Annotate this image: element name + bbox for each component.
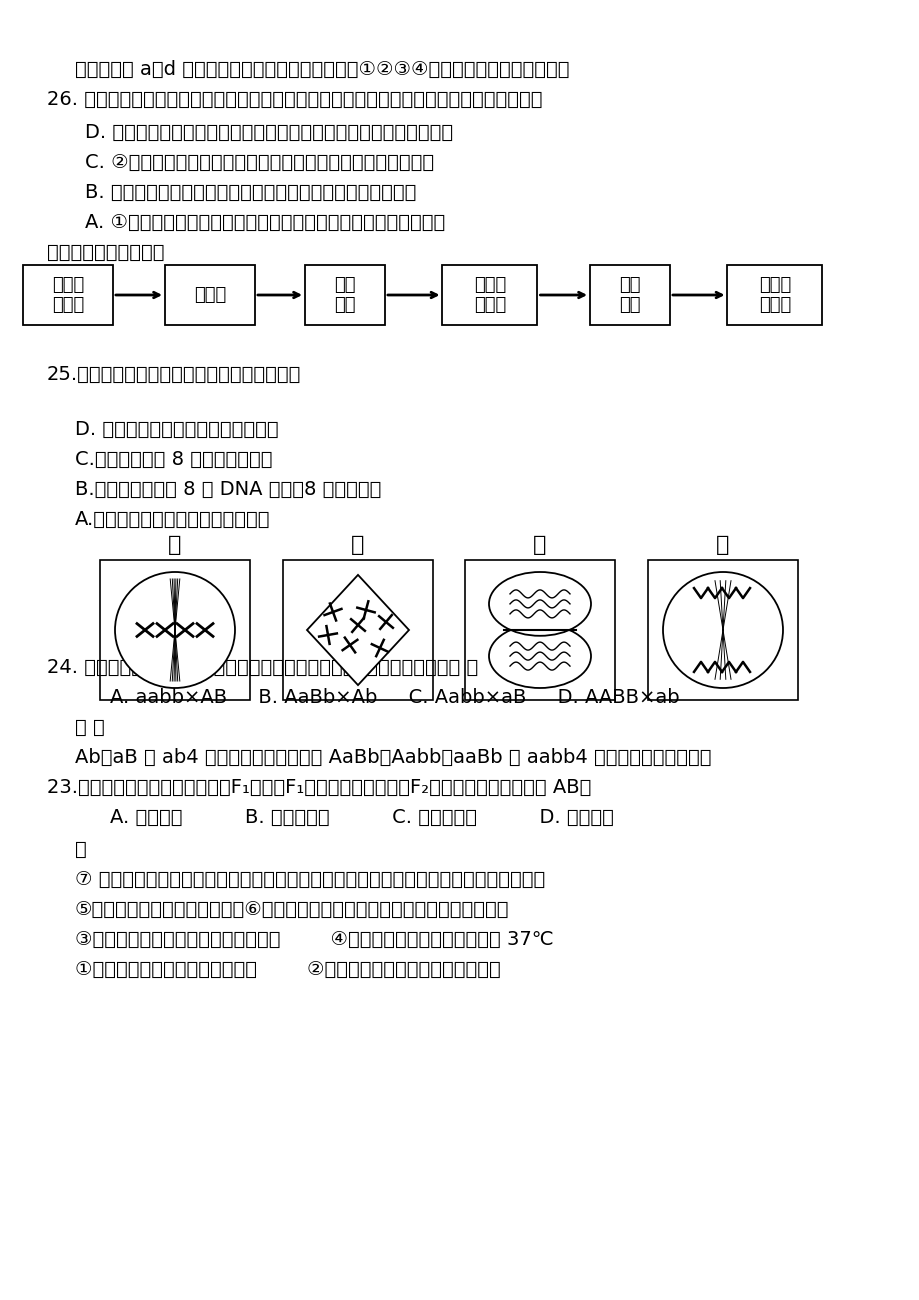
Bar bbox=[647, 560, 797, 699]
Text: ⑤有氧呼吸一定在线粒体中进行⑥与双缩脿试剂发生紫色反应的物质一定是蛋白质: ⑤有氧呼吸一定在线粒体中进行⑥与双缩脿试剂发生紫色反应的物质一定是蛋白质 bbox=[75, 900, 509, 919]
Ellipse shape bbox=[663, 572, 782, 688]
Text: 凋亡评
导因子: 凋亡评 导因子 bbox=[51, 276, 84, 315]
Text: 点，推测出 a～d 四个现象，并提出相应的推测理由①②③④，请选出推测现象和理由均: 点，推测出 a～d 四个现象，并提出相应的推测理由①②③④，请选出推测现象和理由… bbox=[75, 60, 569, 79]
Text: 26. 有人做过这样的实验：把变形虫的核从其体内取出，观察无核变形虫中的一系列变化的特: 26. 有人做过这样的实验：把变形虫的核从其体内取出，观察无核变形虫中的一系列变… bbox=[47, 90, 542, 109]
Bar bbox=[442, 265, 537, 325]
Ellipse shape bbox=[489, 572, 590, 636]
Bar bbox=[23, 265, 113, 325]
Text: A. 全部正确          B. 有一个正确          C. 有三个正确          D. 全都不对: A. 全部正确 B. 有一个正确 C. 有三个正确 D. 全都不对 bbox=[110, 809, 613, 827]
Text: 凋亡
信号: 凋亡 信号 bbox=[334, 276, 356, 315]
Text: C.丁期细胞内有 8 条姐妹染色单体: C.丁期细胞内有 8 条姐妹染色单体 bbox=[75, 450, 272, 469]
Text: 糖: 糖 bbox=[75, 840, 86, 859]
Text: 丙: 丙 bbox=[533, 536, 546, 555]
Text: Ab、aB 和 ab4 种，雌蜂的基因型共的 AaBb、Aabb、aaBb 和 aabb4 种，则亲代的基因型是: Ab、aB 和 ab4 种，雌蜂的基因型共的 AaBb、Aabb、aaBb 和 … bbox=[75, 747, 710, 767]
Text: 凋亡相
关基因: 凋亡相 关基因 bbox=[473, 276, 505, 315]
Text: A.乙期与丁期细胞内染色体含量相等: A.乙期与丁期细胞内染色体含量相等 bbox=[75, 510, 270, 529]
Text: ⑦ 用斐林试剂检验某植物组织样液，水浴加热后出现砖红色，说明该样液中一定含有葡萄: ⑦ 用斐林试剂检验某植物组织样液，水浴加热后出现砖红色，说明该样液中一定含有葡萄 bbox=[75, 870, 545, 889]
Text: （ ）: （ ） bbox=[75, 718, 105, 737]
Text: 据图分析，不正确的是: 据图分析，不正确的是 bbox=[47, 243, 165, 263]
Bar bbox=[283, 560, 433, 699]
Text: B. 细胞凋亡过程中有新蛋白质合成，体现了基因的选择性表达: B. 细胞凋亡过程中有新蛋白质合成，体现了基因的选择性表达 bbox=[85, 183, 416, 202]
Polygon shape bbox=[307, 575, 409, 685]
Text: 细胞
凋亡: 细胞 凋亡 bbox=[618, 276, 640, 315]
Text: ③没有细胞结构的生物一定是原核生物        ④酶催化作用的最适温度一定是 37℃: ③没有细胞结构的生物一定是原核生物 ④酶催化作用的最适温度一定是 37℃ bbox=[75, 930, 553, 949]
Text: 25.下面为动物机体的细胞凋亡及清除示意图。: 25.下面为动物机体的细胞凋亡及清除示意图。 bbox=[47, 365, 301, 383]
Bar bbox=[464, 560, 614, 699]
Text: 丁: 丁 bbox=[716, 536, 729, 555]
Text: D. 凋亡相关基因是机体固有的，在动物生长发育过程中发挥重要作用: D. 凋亡相关基因是机体固有的，在动物生长发育过程中发挥重要作用 bbox=[85, 124, 453, 142]
Text: 甲: 甲 bbox=[168, 536, 181, 555]
Text: D. 细胞分裂的顺序为丙、乙、甲、丁: D. 细胞分裂的顺序为丙、乙、甲、丁 bbox=[75, 420, 278, 439]
Bar bbox=[305, 265, 384, 325]
Text: 24. 下图是植物有丝分裂过程中染色体形态示意图，分析以下叙述正确的是（ ）: 24. 下图是植物有丝分裂过程中染色体形态示意图，分析以下叙述正确的是（ ） bbox=[47, 658, 478, 677]
Text: C. ②过程中凋亡细胞被吞噬，表明细胞凋亡是细胞被动死亡过程: C. ②过程中凋亡细胞被吞噬，表明细胞凋亡是细胞被动死亡过程 bbox=[85, 153, 434, 172]
Bar bbox=[727, 265, 822, 325]
Text: 清除凋
亡细胞: 清除凋 亡细胞 bbox=[758, 276, 790, 315]
Ellipse shape bbox=[115, 572, 234, 688]
Text: 膜受体: 膜受体 bbox=[194, 286, 226, 304]
Bar bbox=[100, 560, 250, 699]
Text: 乙: 乙 bbox=[351, 536, 364, 555]
Bar bbox=[165, 265, 255, 325]
Text: A. aabb×AB     B. AaBb×Ab     C. Aabb×aB     D. AABB×ab: A. aabb×AB B. AaBb×Ab C. Aabb×aB D. AABB… bbox=[110, 688, 679, 707]
Text: ①光合作用一定要在叶绿体中进行        ②生长素对植物生长一定起促进作用: ①光合作用一定要在叶绿体中进行 ②生长素对植物生长一定起促进作用 bbox=[75, 959, 500, 979]
Text: 23.一只雄蜂和一只雌蜂交配产生F₁代，在F₁雌雄个体交配产生的F₂代中，雄蜂基因型共有 AB、: 23.一只雄蜂和一只雌蜂交配产生F₁代，在F₁雌雄个体交配产生的F₂代中，雄蜂基… bbox=[47, 777, 591, 797]
Text: B.甲期细胞内含有 8 个 DNA 分子，8 条染色单体: B.甲期细胞内含有 8 个 DNA 分子，8 条染色单体 bbox=[75, 480, 381, 499]
Bar bbox=[589, 265, 669, 325]
Ellipse shape bbox=[489, 624, 590, 688]
Text: A. ①过程表明细胞凋亡是特异性的，体现了生物膜的信息传递功能: A. ①过程表明细胞凋亡是特异性的，体现了生物膜的信息传递功能 bbox=[85, 213, 445, 231]
